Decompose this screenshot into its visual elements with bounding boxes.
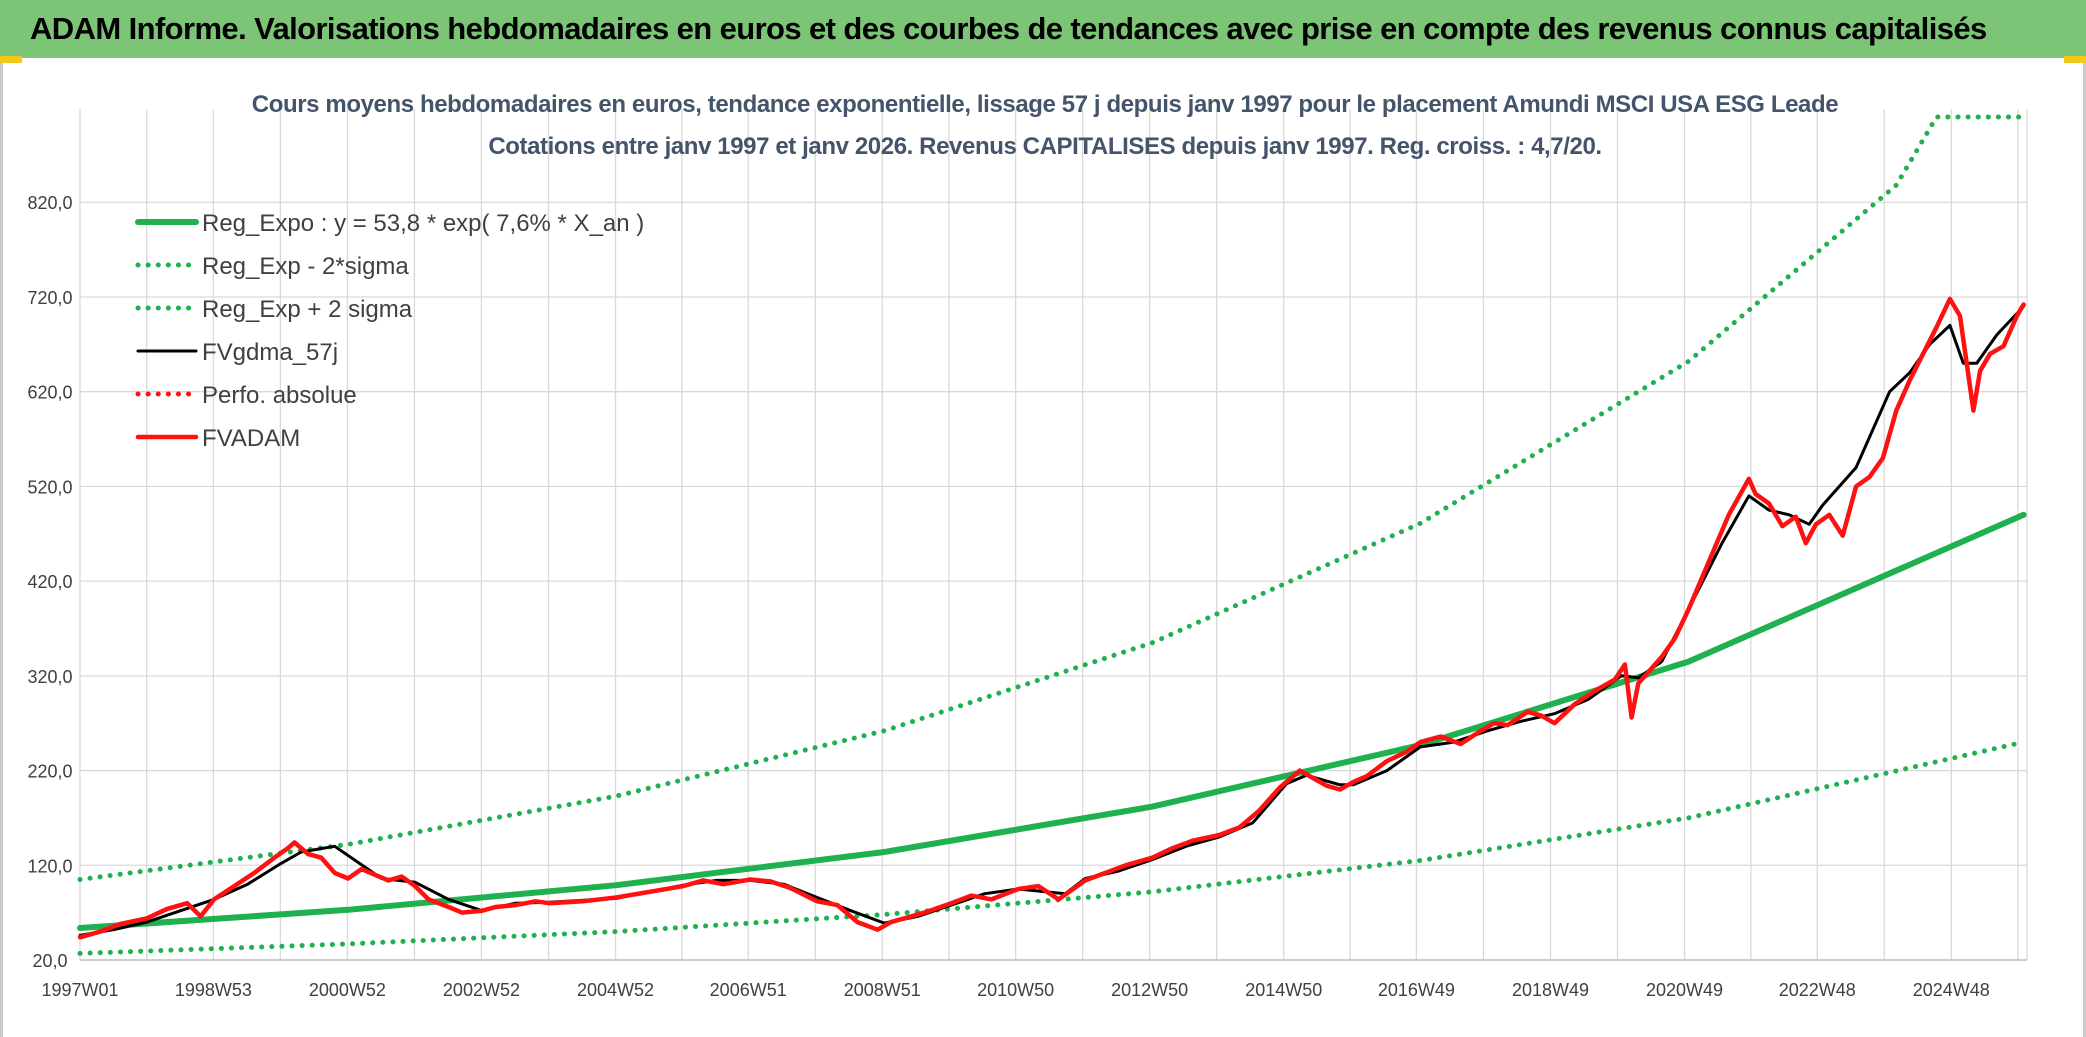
report-banner: ADAM Informe. Valorisations hebdomadaire… — [0, 0, 2086, 58]
y-tick-label: 220,0 — [27, 762, 72, 782]
x-tick-label: 2022W48 — [1779, 980, 1856, 1000]
chart-title: Cours moyens hebdomadaires en euros, ten… — [252, 91, 1838, 118]
legend-label: Perfo. absolue — [202, 382, 357, 409]
x-tick-label: 2016W49 — [1378, 980, 1455, 1000]
y-tick-label: 820,0 — [27, 193, 72, 213]
corner-mark-left — [0, 56, 22, 63]
x-tick-label: 1998W53 — [175, 980, 252, 1000]
x-tick-label: 2024W48 — [1913, 980, 1990, 1000]
corner-mark-right — [2064, 56, 2086, 63]
x-tick-label: 1997W01 — [41, 980, 118, 1000]
x-tick-label: 2000W52 — [309, 980, 386, 1000]
series-layer — [77, 114, 2027, 956]
chart-frame — [0, 58, 2086, 1037]
x-tick-label: 2018W49 — [1512, 980, 1589, 1000]
legend: Reg_Expo : y = 53,8 * exp( 7,6% * X_an )… — [135, 210, 644, 452]
x-tick-label: 2010W50 — [977, 980, 1054, 1000]
y-tick-label: 620,0 — [27, 383, 72, 403]
series-reg-exp-plus-2sigma — [77, 114, 2027, 882]
y-tick-label: 520,0 — [27, 477, 72, 497]
x-tick-label: 2014W50 — [1245, 980, 1322, 1000]
chart-subtitle: Cotations entre janv 1997 et janv 2026. … — [488, 133, 1601, 160]
x-tick-label: 2020W49 — [1646, 980, 1723, 1000]
y-tick-label: 120,0 — [27, 856, 72, 876]
y-tick-label: 720,0 — [27, 288, 72, 308]
legend-label: Reg_Expo : y = 53,8 * exp( 7,6% * X_an ) — [202, 210, 644, 237]
x-tick-label: 2008W51 — [844, 980, 921, 1000]
series-reg-exp-minus-2sigma — [77, 739, 2027, 956]
y-axis: 20,0 120,0 220,0 320,0 420,0 520,0 620,0 720,0 8… — [27, 193, 72, 971]
series-fvadam — [77, 296, 2026, 940]
report-title: ADAM Informe. Valorisations hebdomadaire… — [30, 11, 1987, 46]
y-tick-label: 20,0 — [32, 951, 67, 971]
x-tick-label: 2004W52 — [577, 980, 654, 1000]
legend-label: Reg_Exp - 2*sigma — [202, 253, 409, 280]
legend-label: FVgdma_57j — [202, 339, 338, 366]
legend-label: FVADAM — [202, 425, 300, 452]
x-tick-label: 2006W51 — [710, 980, 787, 1000]
series-reg-expo — [77, 511, 2027, 931]
x-tick-label: 2012W50 — [1111, 980, 1188, 1000]
y-tick-label: 320,0 — [27, 667, 72, 687]
x-axis: 1997W01 1998W53 2000W52 2002W52 2004W52 2006W… — [41, 959, 2027, 1000]
x-tick-label: 2002W52 — [443, 980, 520, 1000]
y-tick-label: 420,0 — [27, 572, 72, 592]
legend-label: Reg_Exp + 2 sigma — [202, 296, 413, 323]
